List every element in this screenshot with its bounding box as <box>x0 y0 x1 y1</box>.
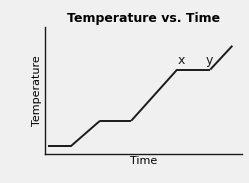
Text: x: x <box>178 54 186 67</box>
X-axis label: Time: Time <box>129 156 157 167</box>
Title: Temperature vs. Time: Temperature vs. Time <box>67 12 220 25</box>
Text: y: y <box>206 54 213 67</box>
Y-axis label: Temperature: Temperature <box>32 55 42 126</box>
